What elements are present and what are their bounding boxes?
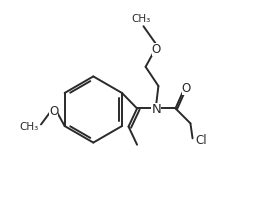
Text: CH₃: CH₃ (20, 122, 39, 132)
Text: O: O (152, 43, 161, 56)
Text: O: O (181, 82, 191, 95)
Text: N: N (152, 103, 161, 117)
Text: Cl: Cl (196, 134, 207, 147)
Text: CH₃: CH₃ (132, 14, 151, 24)
Text: O: O (49, 104, 58, 118)
